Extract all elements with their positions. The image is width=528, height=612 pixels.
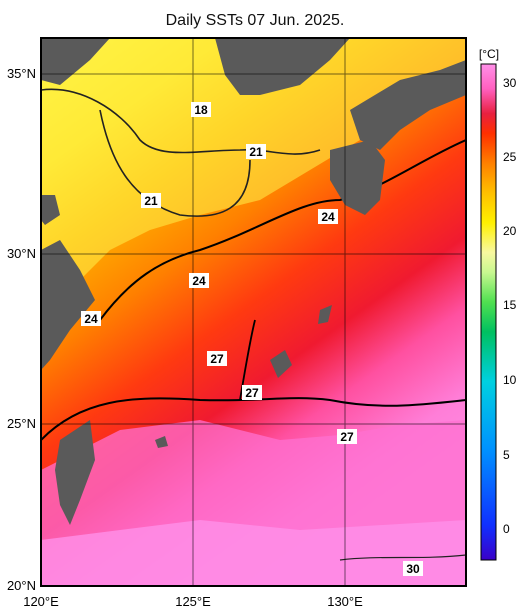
land-kyushu [330,140,385,215]
contour-label-21b: 21 [141,193,161,208]
x-axis: 120°E 125°E 130°E [23,594,363,609]
contour-label-27b: 27 [242,385,262,400]
land-amami [318,305,332,324]
land-china-coast [41,240,95,370]
contour-line-30 [339,554,466,561]
contour-line-27 [41,397,466,441]
land-taiwan [55,420,95,525]
land-honshu [350,60,466,150]
map-frame [40,37,467,587]
y-tick-20N: 20°N [7,578,36,593]
svg-text:21: 21 [144,194,158,208]
contour-label-18: 18 [191,102,211,117]
colorbar-scale [480,63,497,561]
land-yaeyama [155,436,168,448]
colorbar-tick-5: 5 [503,448,510,462]
contour-label-21a: 21 [246,144,266,159]
contour-line-24 [99,139,466,321]
land-korea-west [41,38,110,85]
contour-label-30: 30 [403,561,423,576]
contour-line-21b [99,109,251,217]
svg-text:30: 30 [406,562,420,576]
colorbar-tick-15: 15 [503,298,517,312]
contour-label-27c: 27 [337,429,357,444]
svg-text:27: 27 [340,430,354,444]
svg-text:18: 18 [194,103,208,117]
land-okinawa [270,350,292,378]
colorbar: [°C] 30 25 20 15 10 5 0 [479,47,517,561]
svg-text:27: 27 [245,386,259,400]
map-title: Daily SSTs 07 Jun. 2025. [165,12,345,29]
svg-text:24: 24 [321,210,335,224]
contour-label-24a: 24 [318,209,338,224]
x-tick-130E: 130°E [327,594,363,609]
colorbar-tick-0: 0 [503,522,510,536]
colorbar-tick-20: 20 [503,224,517,238]
graticule [41,38,466,586]
y-axis: 35°N 30°N 25°N 20°N [7,66,36,593]
land-korea [215,38,350,95]
y-tick-25N: 25°N [7,416,36,431]
svg-text:21: 21 [249,145,263,159]
svg-text:24: 24 [84,312,98,326]
x-tick-120E: 120°E [23,594,59,609]
contour-line-21 [41,88,321,155]
contour-label-27a: 27 [207,351,227,366]
y-tick-30N: 30°N [7,246,36,261]
y-tick-35N: 35°N [7,66,36,81]
land-china-coast-north [41,195,60,225]
svg-text:27: 27 [210,352,224,366]
colorbar-unit: [°C] [479,47,499,61]
svg-text:24: 24 [192,274,206,288]
contour-line-27b [239,319,256,401]
colorbar-tick-25: 25 [503,150,517,164]
x-tick-125E: 125°E [175,594,211,609]
colorbar-tick-30: 30 [503,76,517,90]
contour-label-24b: 24 [189,273,209,288]
warmest-water-band [41,520,466,586]
colorbar-tick-10: 10 [503,373,517,387]
contour-labels: 18 21 21 24 24 24 27 27 27 30 [81,102,423,576]
contour-label-24c: 24 [81,311,101,326]
